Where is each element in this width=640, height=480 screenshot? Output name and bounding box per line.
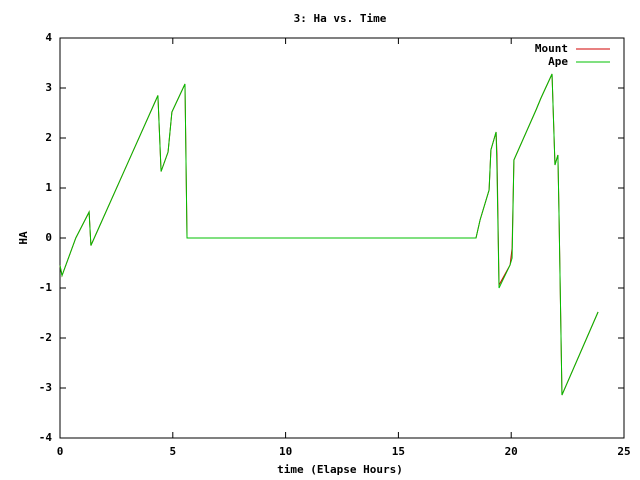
x-tick-label: 10 (279, 445, 292, 458)
legend-label: Ape (548, 55, 568, 68)
y-tick-label: -3 (39, 381, 52, 394)
x-tick-label: 5 (169, 445, 176, 458)
series-line (59, 73, 599, 396)
x-tick-label: 0 (57, 445, 64, 458)
y-tick-label: 3 (45, 81, 52, 94)
y-axis-label: HA (17, 231, 30, 245)
y-tick-label: -4 (39, 431, 53, 444)
x-tick-label: 20 (505, 445, 518, 458)
chart-title: 3: Ha vs. Time (294, 12, 387, 25)
x-tick-label: 15 (392, 445, 405, 458)
y-tick-label: -1 (39, 281, 53, 294)
x-tick-label: 25 (617, 445, 630, 458)
legend-label: Mount (535, 42, 568, 55)
y-tick-label: 4 (45, 31, 52, 44)
x-axis-label: time (Elapse Hours) (277, 463, 403, 476)
y-tick-label: 2 (45, 131, 52, 144)
y-tick-label: -2 (39, 331, 52, 344)
y-tick-label: 0 (45, 231, 52, 244)
y-tick-label: 1 (45, 181, 52, 194)
